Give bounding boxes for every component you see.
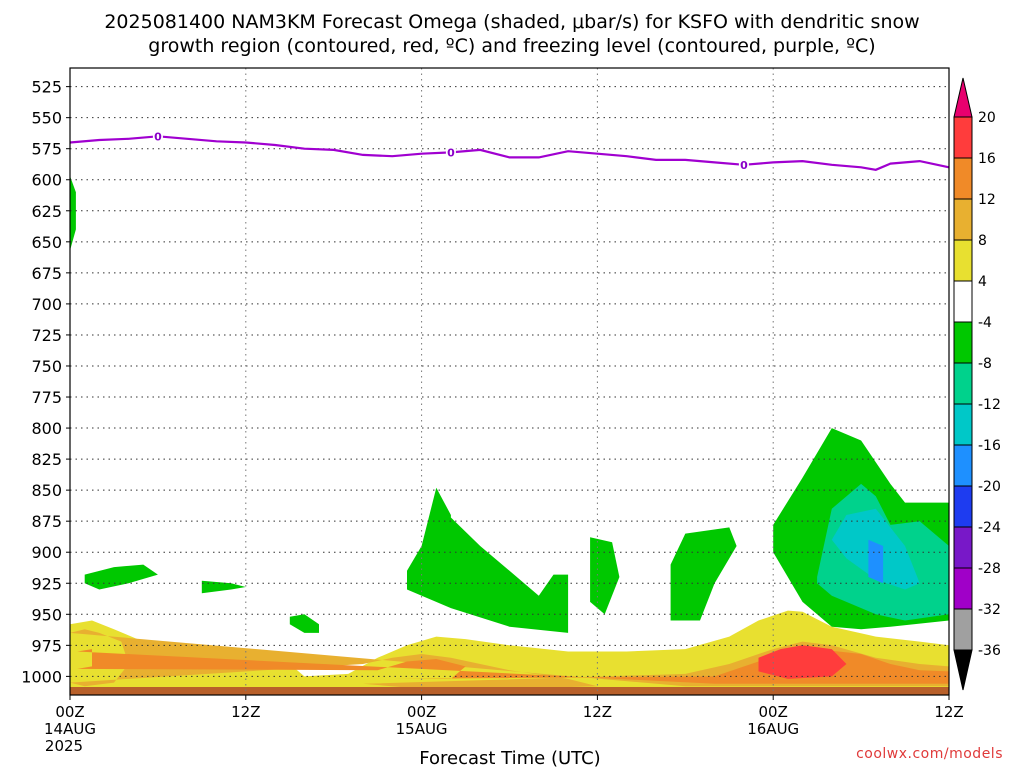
colorbar-segment: [953, 362, 973, 405]
y-tick-label: 975: [31, 636, 62, 655]
x-tick-label: 16AUG: [747, 720, 799, 738]
colorbar-label: 16: [978, 151, 996, 167]
omega-region-2: [77, 649, 950, 684]
omega-region-7: [289, 614, 319, 633]
y-tick-label: 725: [31, 326, 62, 345]
y-tick-label: 800: [31, 419, 62, 438]
colorbar-segment: [953, 444, 973, 487]
omega-region-10: [670, 527, 737, 621]
colorbar-segment: [953, 321, 973, 364]
omega-region-4: [70, 176, 76, 251]
freezing-level-line: [69, 135, 950, 171]
omega-shading: [70, 176, 950, 695]
colorbar-segment: [953, 157, 973, 200]
x-tick-label: 12Z: [934, 703, 963, 721]
colorbar: 20 16 12 8 4 -4 -8 -12 -16 -20 -24 -28 -32 -36: [953, 77, 1001, 691]
y-tick-label: 650: [31, 233, 62, 252]
omega-region-3: [758, 645, 847, 679]
y-tick-label: 850: [31, 481, 62, 500]
y-tick-label: 775: [31, 388, 62, 407]
y-tick-label: 875: [31, 512, 62, 531]
colorbar-segment: [953, 239, 973, 282]
colorbar-label: -28: [978, 561, 1001, 577]
freezing-level-label: 0: [740, 159, 748, 172]
y-tick-label: 750: [31, 357, 62, 376]
contour-label-bg: [445, 145, 456, 160]
y-tick-label: 675: [31, 264, 62, 283]
x-tick-label: 14AUG: [44, 720, 96, 738]
colorbar-label: -20: [978, 479, 1001, 495]
colorbar-label: -16: [978, 438, 1001, 454]
colorbar-label: -4: [978, 315, 992, 331]
omega-region-9: [590, 537, 620, 615]
y-tick-label: 925: [31, 574, 62, 593]
omega-region-6: [201, 580, 246, 594]
colorbar-label: -8: [978, 356, 992, 372]
x-axis-label: Forecast Time (UTC): [419, 748, 600, 768]
freezing-level-label: 0: [447, 146, 455, 159]
y-tick-label: 825: [31, 450, 62, 469]
omega-region-5: [84, 564, 158, 590]
y-tick-label: 600: [31, 171, 62, 190]
colorbar-segment: [953, 198, 973, 241]
y-tick-label: 550: [31, 109, 62, 128]
contour-label-bg: [152, 129, 163, 144]
y-tick-label: 900: [31, 543, 62, 562]
x-tick-label: 00Z: [55, 703, 84, 721]
y-axis-ticks: 525 550 575 600 625 650 675 700 725 750 775 800 825 8…: [21, 78, 70, 686]
freezing-level-contour: 0 0 0: [69, 129, 950, 172]
colorbar-segment: [953, 116, 973, 159]
colorbar-segment: [953, 280, 973, 323]
y-tick-label: 950: [31, 605, 62, 624]
x-tick-label: 12Z: [231, 703, 260, 721]
omega-region-8: [407, 487, 569, 633]
colorbar-bottom-arrow: [953, 649, 973, 691]
omega-region-14: [868, 539, 884, 584]
colorbar-top-arrow: [953, 77, 973, 118]
colorbar-label: -36: [978, 643, 1001, 659]
colorbar-segment: [953, 526, 973, 569]
grid: [70, 68, 949, 695]
colorbar-label: 20: [978, 110, 996, 126]
x-tick-label: 00Z: [407, 703, 436, 721]
colorbar-segment: [953, 608, 973, 651]
x-tick-label: 15AUG: [396, 720, 448, 738]
y-tick-label: 700: [31, 295, 62, 314]
colorbar-label: -12: [978, 397, 1001, 413]
colorbar-segment: [953, 403, 973, 446]
ground-shading: [70, 687, 949, 695]
plot-frame: [69, 67, 950, 696]
x-tick-label: 12Z: [583, 703, 612, 721]
colorbar-label: 8: [978, 233, 987, 249]
colorbar-label: -24: [978, 520, 1001, 536]
x-tick-label: 2025: [45, 737, 83, 755]
title-line-1: 2025081400 NAM3KM Forecast Omega (shaded…: [104, 11, 919, 33]
y-tick-label: 625: [31, 202, 62, 221]
y-tick-label: 525: [31, 78, 62, 97]
contour-label-bg: [738, 157, 749, 172]
x-tick-label: 00Z: [759, 703, 788, 721]
y-tick-label: 575: [31, 140, 62, 159]
colorbar-label: 4: [978, 274, 987, 290]
colorbar-segment: [953, 485, 973, 528]
colorbar-label: -32: [978, 602, 1001, 618]
colorbar-label: 12: [978, 192, 996, 208]
title-line-2: growth region (contoured, red, ºC) and f…: [148, 35, 875, 57]
y-tick-label: 1000: [21, 667, 62, 686]
colorbar-segment: [953, 567, 973, 610]
freezing-level-label: 0: [154, 130, 162, 143]
credit-link[interactable]: coolwx.com/models: [856, 746, 1003, 762]
